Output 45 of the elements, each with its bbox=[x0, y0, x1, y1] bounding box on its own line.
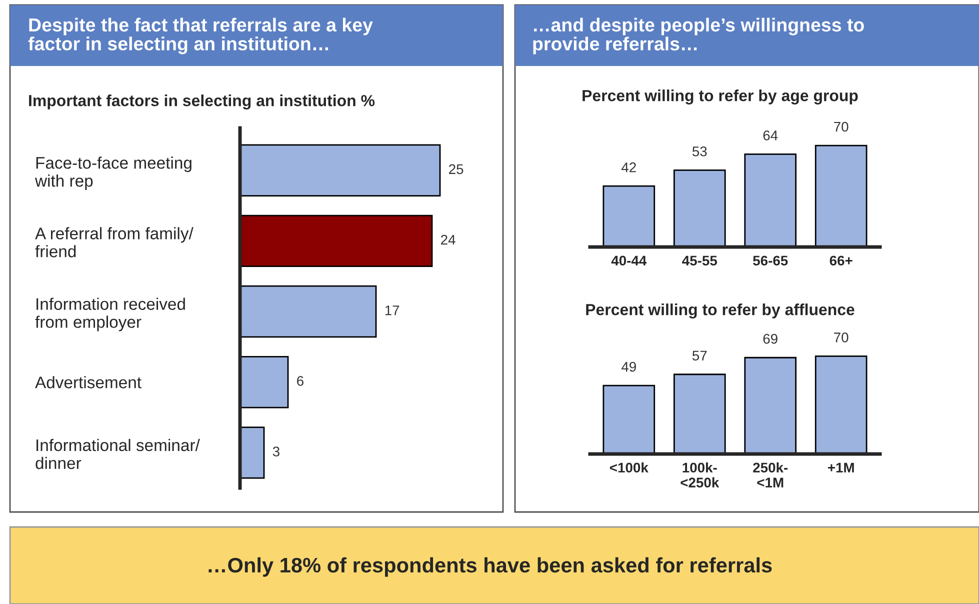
y-tick-label: Advertisement bbox=[35, 376, 142, 388]
bar bbox=[602, 185, 656, 247]
y-tick-label: Face-to-face meeting with rep bbox=[34, 156, 192, 190]
data-label: 25 bbox=[449, 164, 464, 174]
bar bbox=[814, 356, 868, 454]
data-label: 17 bbox=[385, 306, 400, 316]
data-label: 42 bbox=[622, 162, 636, 172]
x-tick-label: 40-44 bbox=[611, 256, 647, 266]
bar bbox=[744, 356, 797, 454]
x-tick-label: 45-55 bbox=[682, 256, 718, 266]
x-tick-label: 66+ bbox=[830, 256, 852, 266]
bar bbox=[240, 356, 289, 408]
chart-subtitle: Percent willing to refer by age group bbox=[582, 90, 858, 104]
y-tick-label: A referral from family/ friend bbox=[35, 227, 194, 258]
bar bbox=[240, 214, 433, 268]
data-label: 6 bbox=[297, 376, 304, 386]
x-tick-label: 56-65 bbox=[753, 256, 788, 266]
data-label: 49 bbox=[622, 362, 636, 372]
x-tick-label: +1M bbox=[828, 462, 854, 472]
data-label: 57 bbox=[692, 350, 707, 361]
data-label: 3 bbox=[272, 446, 280, 456]
chart-title: …and despite people’s willingness to provide referrals… bbox=[533, 18, 864, 54]
bar bbox=[240, 285, 377, 338]
chart-title: Despite the fact that referrals are a key factor in selecting an institution… bbox=[28, 18, 373, 54]
data-label: 64 bbox=[763, 130, 778, 140]
chart-title: Percent willing to refer by affluence bbox=[586, 304, 854, 318]
bar bbox=[744, 154, 797, 247]
x-tick-label: 250k- <1M bbox=[753, 462, 788, 488]
x-tick-label: 100k- <250k bbox=[680, 462, 720, 488]
data-label: 70 bbox=[834, 332, 848, 342]
chart-subtitle: Important factors in selecting an institution % bbox=[29, 94, 375, 110]
bar bbox=[814, 144, 868, 247]
bar bbox=[240, 426, 265, 479]
bar bbox=[602, 384, 656, 454]
bar bbox=[673, 374, 726, 454]
text: …Only 18% of respondents have been asked for referrals bbox=[208, 557, 772, 577]
y-tick-label: Information received from employer bbox=[35, 298, 185, 332]
data-label: 24 bbox=[441, 234, 456, 245]
x-tick-label: <100k bbox=[610, 462, 648, 473]
y-tick-label: Informational seminar/ dinner bbox=[36, 438, 200, 470]
data-label: 70 bbox=[834, 122, 848, 132]
data-label: 53 bbox=[692, 146, 707, 156]
data-label: 69 bbox=[763, 334, 778, 344]
bar bbox=[673, 169, 726, 247]
bar bbox=[240, 144, 441, 196]
